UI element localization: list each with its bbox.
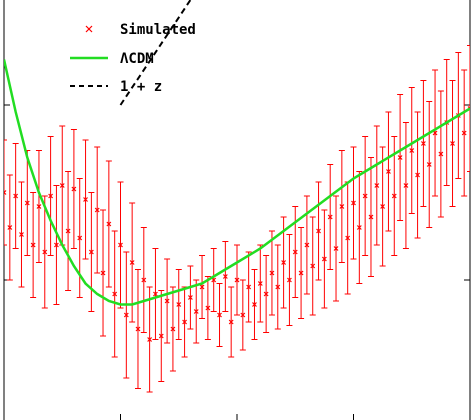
data-point-36-1	[426, 162, 432, 167]
data-point-14-1	[170, 326, 176, 332]
data-point-38-1	[450, 141, 455, 146]
data-point-13-0	[153, 291, 158, 297]
data-point-31-0	[362, 193, 368, 199]
data-point-27-0	[316, 228, 321, 234]
data-point-7-1	[88, 249, 94, 255]
data-point-8-1	[100, 270, 106, 276]
data-point-28-0	[327, 214, 333, 220]
data-point-13-1	[158, 333, 164, 339]
data-point-17-0	[199, 284, 205, 290]
data-point-0-0	[4, 190, 7, 195]
data-point-15-0	[176, 302, 182, 307]
data-point-27-1	[321, 256, 327, 262]
data-point-29-1	[345, 235, 351, 241]
data-point-5-0	[59, 183, 65, 188]
legend-label-one-plus-z: 1 + z	[120, 79, 162, 95]
data-point-6-1	[77, 235, 83, 241]
data-point-26-0	[304, 242, 310, 248]
data-point-23-0	[269, 270, 275, 276]
data-point-9-1	[112, 291, 118, 297]
data-point-7-0	[83, 197, 88, 202]
data-point-30-1	[356, 225, 362, 230]
legend-label-lcdm: ΛCDM	[120, 51, 154, 67]
data-point-16-1	[193, 309, 199, 314]
data-point-22-0	[257, 281, 263, 286]
legend-entry-simulated: Simulated	[85, 22, 196, 38]
data-point-24-0	[281, 260, 287, 265]
data-point-31-1	[368, 214, 374, 220]
legend-x-marker	[85, 25, 93, 33]
data-point-3-0	[36, 204, 42, 209]
data-point-2-0	[24, 200, 30, 206]
data-point-22-1	[263, 291, 269, 297]
data-point-8-0	[94, 207, 100, 213]
data-point-32-1	[380, 204, 386, 209]
data-point-34-0	[397, 155, 403, 160]
data-point-35-0	[409, 148, 415, 153]
data-point-4-1	[54, 242, 59, 248]
data-point-26-1	[310, 263, 316, 269]
data-point-4-0	[48, 193, 54, 199]
data-point-14-0	[164, 298, 170, 304]
data-point-33-1	[391, 193, 397, 199]
data-point-12-0	[141, 277, 147, 283]
data-point-10-1	[123, 312, 129, 318]
data-point-17-1	[205, 305, 211, 311]
points-group	[4, 106, 470, 342]
errorbar-40-0	[467, 45, 470, 172]
data-point-1-0	[13, 193, 19, 199]
data-point-16-0	[187, 295, 193, 300]
legend-label-simulated: Simulated	[120, 22, 196, 38]
data-point-25-0	[292, 249, 298, 255]
data-point-20-0	[234, 277, 240, 283]
data-point-15-1	[182, 319, 187, 325]
lcdm-line	[4, 59, 470, 306]
data-point-32-0	[374, 183, 380, 188]
data-point-2-1	[30, 242, 36, 248]
data-point-11-1	[135, 326, 141, 332]
data-point-0-1	[7, 225, 13, 230]
data-point-24-1	[287, 277, 292, 283]
data-point-10-0	[118, 242, 123, 248]
data-point-1-1	[19, 232, 24, 237]
legend: Simulated ΛCDM 1 + z	[70, 22, 196, 95]
data-point-37-1	[438, 151, 444, 157]
data-point-30-0	[351, 200, 356, 206]
data-point-3-1	[42, 249, 48, 255]
data-point-12-1	[147, 337, 153, 342]
data-point-35-1	[415, 172, 420, 178]
data-point-21-1	[252, 302, 257, 307]
data-point-21-0	[246, 284, 252, 290]
data-point-29-0	[339, 204, 345, 209]
data-point-23-1	[275, 284, 281, 290]
data-point-20-1	[240, 312, 246, 318]
data-point-5-1	[65, 228, 71, 234]
data-point-11-0	[129, 260, 135, 265]
data-point-18-1	[217, 312, 222, 318]
data-point-28-1	[333, 246, 339, 251]
legend-entry-lcdm: ΛCDM	[70, 51, 154, 67]
legend-entry-one-plus-z: 1 + z	[70, 79, 162, 95]
errorbar-0-0	[4, 139, 7, 246]
data-point-19-1	[228, 319, 234, 325]
errorbars-group	[4, 45, 470, 393]
data-point-39-1	[461, 130, 467, 136]
data-point-19-0	[222, 274, 228, 279]
one-plus-z-line	[119, 0, 192, 106]
plot-area	[4, 0, 470, 393]
data-point-9-0	[106, 221, 112, 227]
lines-group	[4, 0, 470, 306]
data-point-25-1	[298, 270, 304, 276]
data-point-36-0	[420, 141, 426, 146]
data-point-6-0	[71, 186, 77, 192]
data-point-34-1	[403, 183, 409, 188]
data-point-33-0	[386, 169, 391, 174]
legend-marker-simulated	[85, 25, 93, 33]
